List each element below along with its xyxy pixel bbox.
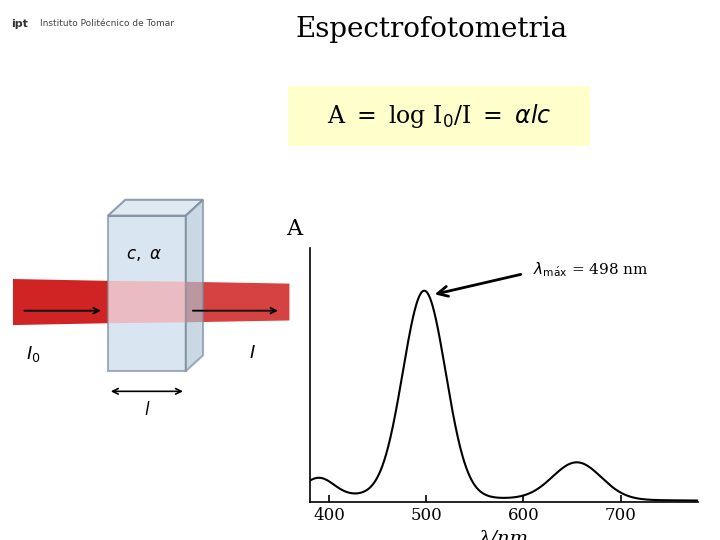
Polygon shape — [186, 200, 203, 371]
Text: $I_0$: $I_0$ — [26, 344, 40, 364]
Polygon shape — [108, 215, 186, 371]
Text: Espectrofotometria: Espectrofotometria — [296, 16, 568, 43]
Polygon shape — [13, 279, 108, 325]
Polygon shape — [108, 281, 186, 323]
Text: $I$: $I$ — [248, 344, 256, 362]
Text: A $=$ log I$_0$/I $=$ $\alpha lc$: A $=$ log I$_0$/I $=$ $\alpha lc$ — [327, 102, 552, 130]
Polygon shape — [186, 282, 289, 322]
Text: $l$: $l$ — [143, 401, 150, 420]
Text: $c,\ \alpha$: $c,\ \alpha$ — [126, 246, 162, 263]
Text: $\lambda_{\mathsf{m\acute{a}x}}$ = 498 nm: $\lambda_{\mathsf{m\acute{a}x}}$ = 498 n… — [534, 260, 649, 279]
Text: A: A — [286, 218, 302, 240]
Text: Instituto Politécnico de Tomar: Instituto Politécnico de Tomar — [40, 19, 174, 28]
Text: ipt: ipt — [11, 19, 27, 29]
Polygon shape — [108, 200, 203, 215]
X-axis label: λ/nm: λ/nm — [479, 530, 529, 540]
